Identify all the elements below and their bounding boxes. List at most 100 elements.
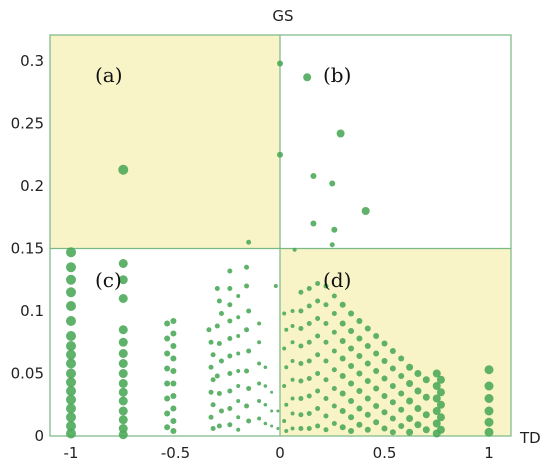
data-point	[290, 396, 295, 401]
data-point	[244, 403, 250, 409]
data-point	[257, 416, 262, 421]
data-point	[118, 164, 129, 175]
data-point	[257, 321, 262, 326]
data-point	[208, 339, 214, 345]
data-point	[66, 428, 76, 439]
data-point	[381, 340, 388, 347]
data-point	[227, 286, 233, 291]
data-point	[315, 333, 321, 339]
data-point	[364, 325, 371, 332]
data-point	[208, 389, 214, 395]
data-point	[315, 388, 321, 394]
x-tick-label: 1	[484, 444, 494, 462]
data-point	[348, 328, 355, 334]
data-point	[373, 403, 380, 409]
data-point	[323, 302, 329, 308]
data-point	[236, 294, 241, 298]
data-point	[246, 386, 252, 391]
x-tick-label: -0.5	[161, 444, 190, 462]
data-point	[227, 388, 233, 394]
data-point	[348, 428, 355, 434]
data-point	[66, 301, 76, 311]
data-point	[210, 377, 216, 383]
data-point	[331, 329, 337, 335]
data-point	[348, 414, 355, 421]
quadrant-label: (b)	[323, 63, 351, 87]
data-point	[329, 242, 335, 248]
data-point	[66, 358, 76, 369]
data-point	[389, 383, 396, 389]
data-point	[331, 421, 337, 426]
data-point	[170, 428, 177, 434]
data-point	[282, 384, 287, 388]
data-point	[339, 355, 346, 362]
data-point	[339, 373, 346, 379]
data-point	[236, 384, 241, 388]
data-point	[277, 151, 283, 158]
data-point	[270, 390, 274, 394]
data-point	[414, 421, 422, 429]
data-point	[364, 343, 371, 349]
data-point	[356, 335, 363, 342]
data-point	[170, 418, 177, 424]
data-point	[315, 423, 321, 429]
data-point	[381, 425, 388, 432]
data-point	[227, 371, 233, 376]
data-point	[373, 333, 380, 339]
x-tick-label: -1	[64, 444, 79, 462]
data-point	[356, 370, 363, 377]
data-point	[329, 180, 336, 187]
y-tick-label: 0	[34, 427, 44, 445]
data-point	[406, 380, 414, 387]
data-point	[118, 430, 128, 440]
data-point	[246, 348, 252, 354]
data-point	[331, 348, 337, 354]
data-point	[236, 369, 241, 373]
data-point	[118, 424, 128, 433]
data-point	[348, 310, 355, 317]
data-point	[218, 311, 224, 316]
data-point	[298, 378, 304, 384]
data-point	[432, 369, 441, 378]
data-point	[244, 327, 250, 333]
data-point	[290, 324, 295, 328]
data-point	[244, 283, 250, 289]
data-point	[263, 421, 268, 426]
y-tick-label: 0.2	[20, 177, 44, 195]
data-point	[118, 337, 128, 347]
data-point	[306, 376, 312, 381]
data-point	[257, 399, 262, 403]
data-point	[323, 427, 329, 433]
data-point	[339, 301, 346, 308]
data-point	[66, 341, 76, 351]
data-point	[164, 365, 171, 372]
data-point	[310, 220, 317, 227]
data-point	[315, 406, 321, 411]
y-tick-label: 0.05	[11, 365, 44, 383]
data-point	[118, 325, 128, 335]
data-point	[373, 419, 380, 426]
data-point	[66, 368, 76, 379]
data-point	[398, 373, 405, 379]
data-point	[373, 368, 380, 374]
data-point	[484, 427, 494, 437]
data-point	[339, 424, 346, 431]
data-point	[484, 406, 494, 416]
y-tick-label: 0.1	[20, 302, 44, 320]
data-point	[277, 60, 283, 67]
data-point	[257, 381, 262, 386]
data-point	[208, 414, 214, 420]
data-point	[323, 413, 329, 419]
data-point	[389, 399, 396, 406]
data-point	[257, 361, 262, 366]
data-point	[339, 408, 346, 414]
data-point	[364, 378, 371, 384]
data-point	[356, 353, 363, 359]
data-point	[273, 284, 278, 288]
data-point	[303, 73, 312, 82]
data-point	[218, 358, 224, 364]
data-point	[323, 321, 329, 326]
data-point	[436, 413, 445, 422]
data-point	[290, 359, 295, 363]
data-point	[364, 411, 371, 418]
